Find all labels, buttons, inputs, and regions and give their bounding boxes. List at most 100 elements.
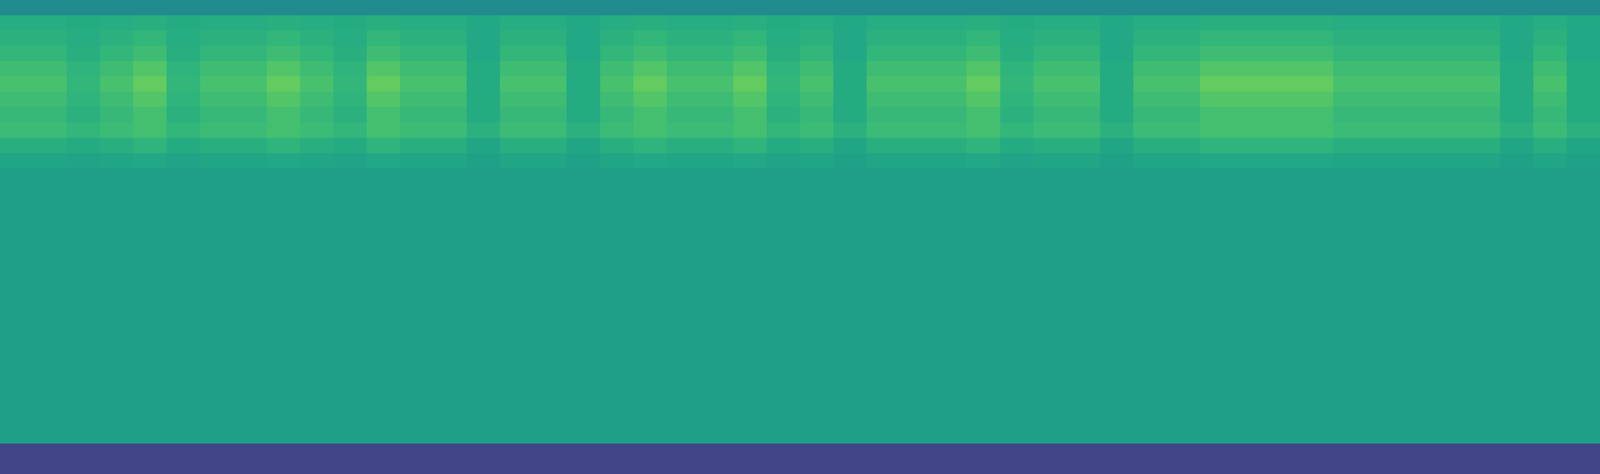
- cell: [1166, 367, 1201, 383]
- cell: [233, 30, 268, 47]
- cell: [200, 30, 234, 47]
- cell: [1566, 30, 1600, 47]
- cell: [166, 153, 201, 169]
- cell: [133, 30, 167, 47]
- cell: [933, 198, 967, 215]
- cell: [1233, 428, 1268, 444]
- cell: [933, 397, 967, 414]
- cell: [833, 244, 868, 261]
- cell: [1233, 61, 1268, 77]
- cell: [266, 45, 301, 62]
- cell: [633, 229, 668, 246]
- cell: [1333, 244, 1367, 261]
- cell: [0, 275, 34, 291]
- cell: [66, 244, 101, 261]
- cell: [700, 443, 734, 460]
- cell: [1366, 214, 1401, 230]
- cell: [200, 320, 234, 337]
- cell: [966, 305, 1001, 322]
- cell: [166, 168, 201, 185]
- cell: [1500, 443, 1534, 460]
- cell: [433, 214, 468, 230]
- cell: [633, 30, 668, 47]
- cell: [333, 290, 368, 307]
- cell: [733, 45, 768, 62]
- cell: [1566, 351, 1600, 368]
- cell: [666, 61, 701, 77]
- cell: [1433, 30, 1468, 47]
- cell: [1233, 275, 1268, 291]
- cell: [633, 0, 668, 16]
- cell: [1133, 153, 1168, 169]
- cell: [533, 91, 567, 108]
- cell: [1166, 382, 1201, 399]
- cell: [666, 367, 701, 383]
- cell: [1366, 198, 1401, 215]
- cell: [866, 290, 901, 307]
- cell: [1400, 336, 1434, 352]
- cell: [233, 275, 268, 291]
- cell: [933, 229, 967, 246]
- cell: [1133, 320, 1168, 337]
- cell: [733, 91, 768, 108]
- cell: [700, 305, 734, 322]
- cell: [899, 30, 934, 47]
- cell: [899, 367, 934, 383]
- cell: [133, 305, 167, 322]
- cell: [533, 458, 567, 474]
- cell: [600, 15, 634, 31]
- cell: [300, 0, 334, 16]
- cell: [1166, 15, 1201, 31]
- cell: [1433, 259, 1468, 276]
- cell: [0, 168, 34, 185]
- cell: [833, 61, 868, 77]
- cell: [666, 244, 701, 261]
- cell: [899, 458, 934, 474]
- cell: [966, 0, 1001, 16]
- cell: [766, 320, 801, 337]
- cell: [1466, 351, 1501, 368]
- cell: [1566, 443, 1600, 460]
- cell: [666, 320, 701, 337]
- cell: [966, 183, 1001, 200]
- cell: [300, 351, 334, 368]
- cell: [1400, 15, 1434, 31]
- cell: [1500, 351, 1534, 368]
- cell: [133, 290, 167, 307]
- cell: [66, 61, 101, 77]
- cell: [1333, 76, 1367, 93]
- cell: [333, 76, 368, 93]
- cell: [200, 412, 234, 429]
- cell: [1033, 183, 1068, 200]
- cell: [333, 259, 368, 276]
- cell: [566, 305, 601, 322]
- cell: [33, 15, 68, 31]
- cell: [66, 458, 101, 474]
- cell: [1400, 428, 1434, 444]
- cell: [0, 412, 34, 429]
- cell: [1433, 244, 1468, 261]
- cell: [1466, 30, 1501, 47]
- cell: [1133, 76, 1168, 93]
- cell: [833, 443, 868, 460]
- cell: [400, 15, 434, 31]
- cell: [1500, 244, 1534, 261]
- cell: [766, 305, 801, 322]
- cell: [1066, 214, 1101, 230]
- cell: [333, 61, 368, 77]
- cell: [1233, 30, 1268, 47]
- cell: [1100, 168, 1134, 185]
- cell: [1433, 91, 1468, 108]
- cell: [99, 305, 134, 322]
- cell: [866, 168, 901, 185]
- cell: [1299, 244, 1334, 261]
- cell: [899, 91, 934, 108]
- cell: [366, 91, 401, 108]
- cell: [433, 30, 468, 47]
- cell: [1500, 275, 1534, 291]
- cell: [166, 15, 201, 31]
- cell: [366, 168, 401, 185]
- cell: [1466, 198, 1501, 215]
- cell: [1166, 351, 1201, 368]
- cell: [1500, 397, 1534, 414]
